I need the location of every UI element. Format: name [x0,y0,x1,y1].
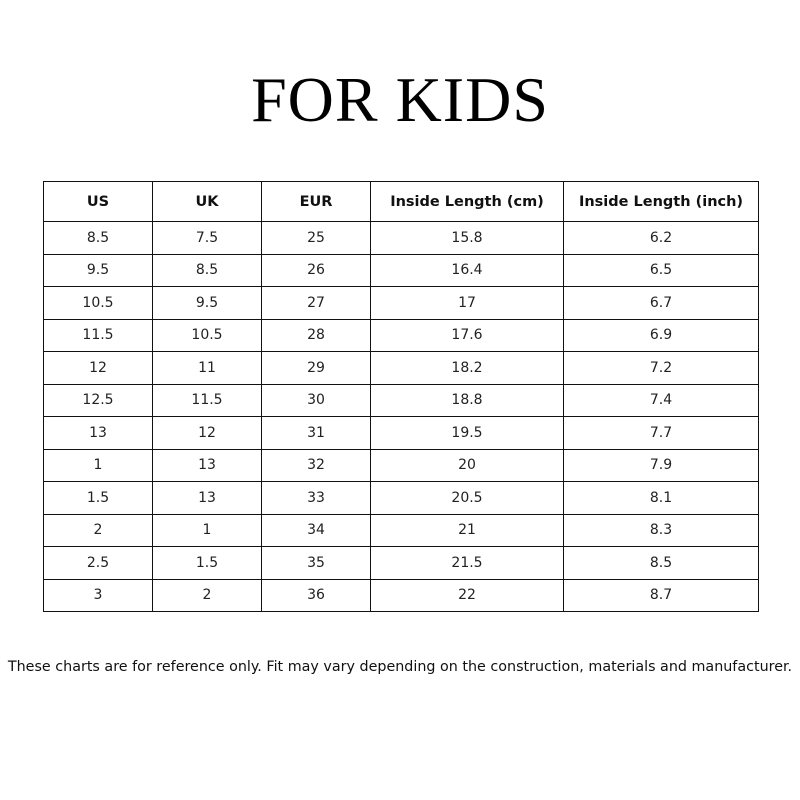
cell-eur: 35 [261,546,371,580]
cell-us: 1.5 [43,481,153,515]
cell-us: 12.5 [43,383,153,417]
cell-length-cm: 18.2 [370,351,564,385]
cell-us: 2.5 [43,546,153,580]
header-uk: UK [152,181,262,222]
page-title: FOR KIDS [251,64,549,135]
table-row: 1 13 32 20 7.9 [43,448,759,482]
cell-eur: 30 [261,383,371,417]
cell-length-inch: 6.9 [563,318,759,352]
reference-note: These charts are for reference only. Fit… [7,659,793,675]
cell-length-cm: 21.5 [370,546,564,580]
cell-eur: 34 [261,513,371,547]
cell-uk: 2 [152,578,262,612]
cell-length-inch: 8.3 [563,513,759,547]
cell-length-cm: 15.8 [370,221,564,255]
cell-eur: 31 [261,416,371,450]
cell-uk: 8.5 [152,253,262,287]
cell-uk: 12 [152,416,262,450]
cell-us: 11.5 [43,318,153,352]
cell-length-cm: 16.4 [370,253,564,287]
header-eur: EUR [261,181,371,222]
cell-uk: 9.5 [152,286,262,320]
cell-eur: 36 [261,578,371,612]
header-row: US UK EUR Inside Length (cm) Inside Leng… [43,181,759,222]
cell-uk: 10.5 [152,318,262,352]
cell-length-inch: 6.5 [563,253,759,287]
size-chart-table: US UK EUR Inside Length (cm) Inside Leng… [43,181,759,612]
cell-uk: 1.5 [152,546,262,580]
table-row: 2.5 1.5 35 21.5 8.5 [43,546,759,580]
table-row: 12.5 11.5 30 18.8 7.4 [43,383,759,417]
table-row: 9.5 8.5 26 16.4 6.5 [43,253,759,287]
cell-length-inch: 8.7 [563,578,759,612]
cell-length-cm: 21 [370,513,564,547]
cell-eur: 33 [261,481,371,515]
table-row: 12 11 29 18.2 7.2 [43,351,759,385]
table-row: 1.5 13 33 20.5 8.1 [43,481,759,515]
table-row: 2 1 34 21 8.3 [43,513,759,547]
table-row: 11.5 10.5 28 17.6 6.9 [43,318,759,352]
table-row: 10.5 9.5 27 17 6.7 [43,286,759,320]
cell-length-inch: 8.1 [563,481,759,515]
cell-uk: 7.5 [152,221,262,255]
cell-us: 13 [43,416,153,450]
table-row: 3 2 36 22 8.7 [43,578,759,612]
cell-length-cm: 22 [370,578,564,612]
cell-us: 10.5 [43,286,153,320]
table-row: 13 12 31 19.5 7.7 [43,416,759,450]
cell-eur: 26 [261,253,371,287]
cell-length-inch: 7.4 [563,383,759,417]
cell-uk: 11 [152,351,262,385]
cell-uk: 13 [152,481,262,515]
cell-us: 9.5 [43,253,153,287]
cell-us: 8.5 [43,221,153,255]
cell-length-cm: 17.6 [370,318,564,352]
cell-uk: 1 [152,513,262,547]
table-row: 8.5 7.5 25 15.8 6.2 [43,221,759,255]
cell-length-cm: 19.5 [370,416,564,450]
cell-us: 12 [43,351,153,385]
cell-length-inch: 8.5 [563,546,759,580]
cell-length-inch: 6.7 [563,286,759,320]
cell-length-cm: 20 [370,448,564,482]
cell-us: 2 [43,513,153,547]
header-length-inch: Inside Length (inch) [563,181,759,222]
cell-eur: 32 [261,448,371,482]
cell-eur: 25 [261,221,371,255]
header-length-cm: Inside Length (cm) [370,181,564,222]
cell-length-inch: 7.7 [563,416,759,450]
cell-us: 3 [43,578,153,612]
cell-eur: 29 [261,351,371,385]
cell-length-inch: 6.2 [563,221,759,255]
cell-eur: 27 [261,286,371,320]
cell-length-inch: 7.2 [563,351,759,385]
cell-uk: 11.5 [152,383,262,417]
cell-length-cm: 20.5 [370,481,564,515]
cell-length-inch: 7.9 [563,448,759,482]
cell-eur: 28 [261,318,371,352]
cell-uk: 13 [152,448,262,482]
cell-us: 1 [43,448,153,482]
header-us: US [43,181,153,222]
cell-length-cm: 17 [370,286,564,320]
cell-length-cm: 18.8 [370,383,564,417]
